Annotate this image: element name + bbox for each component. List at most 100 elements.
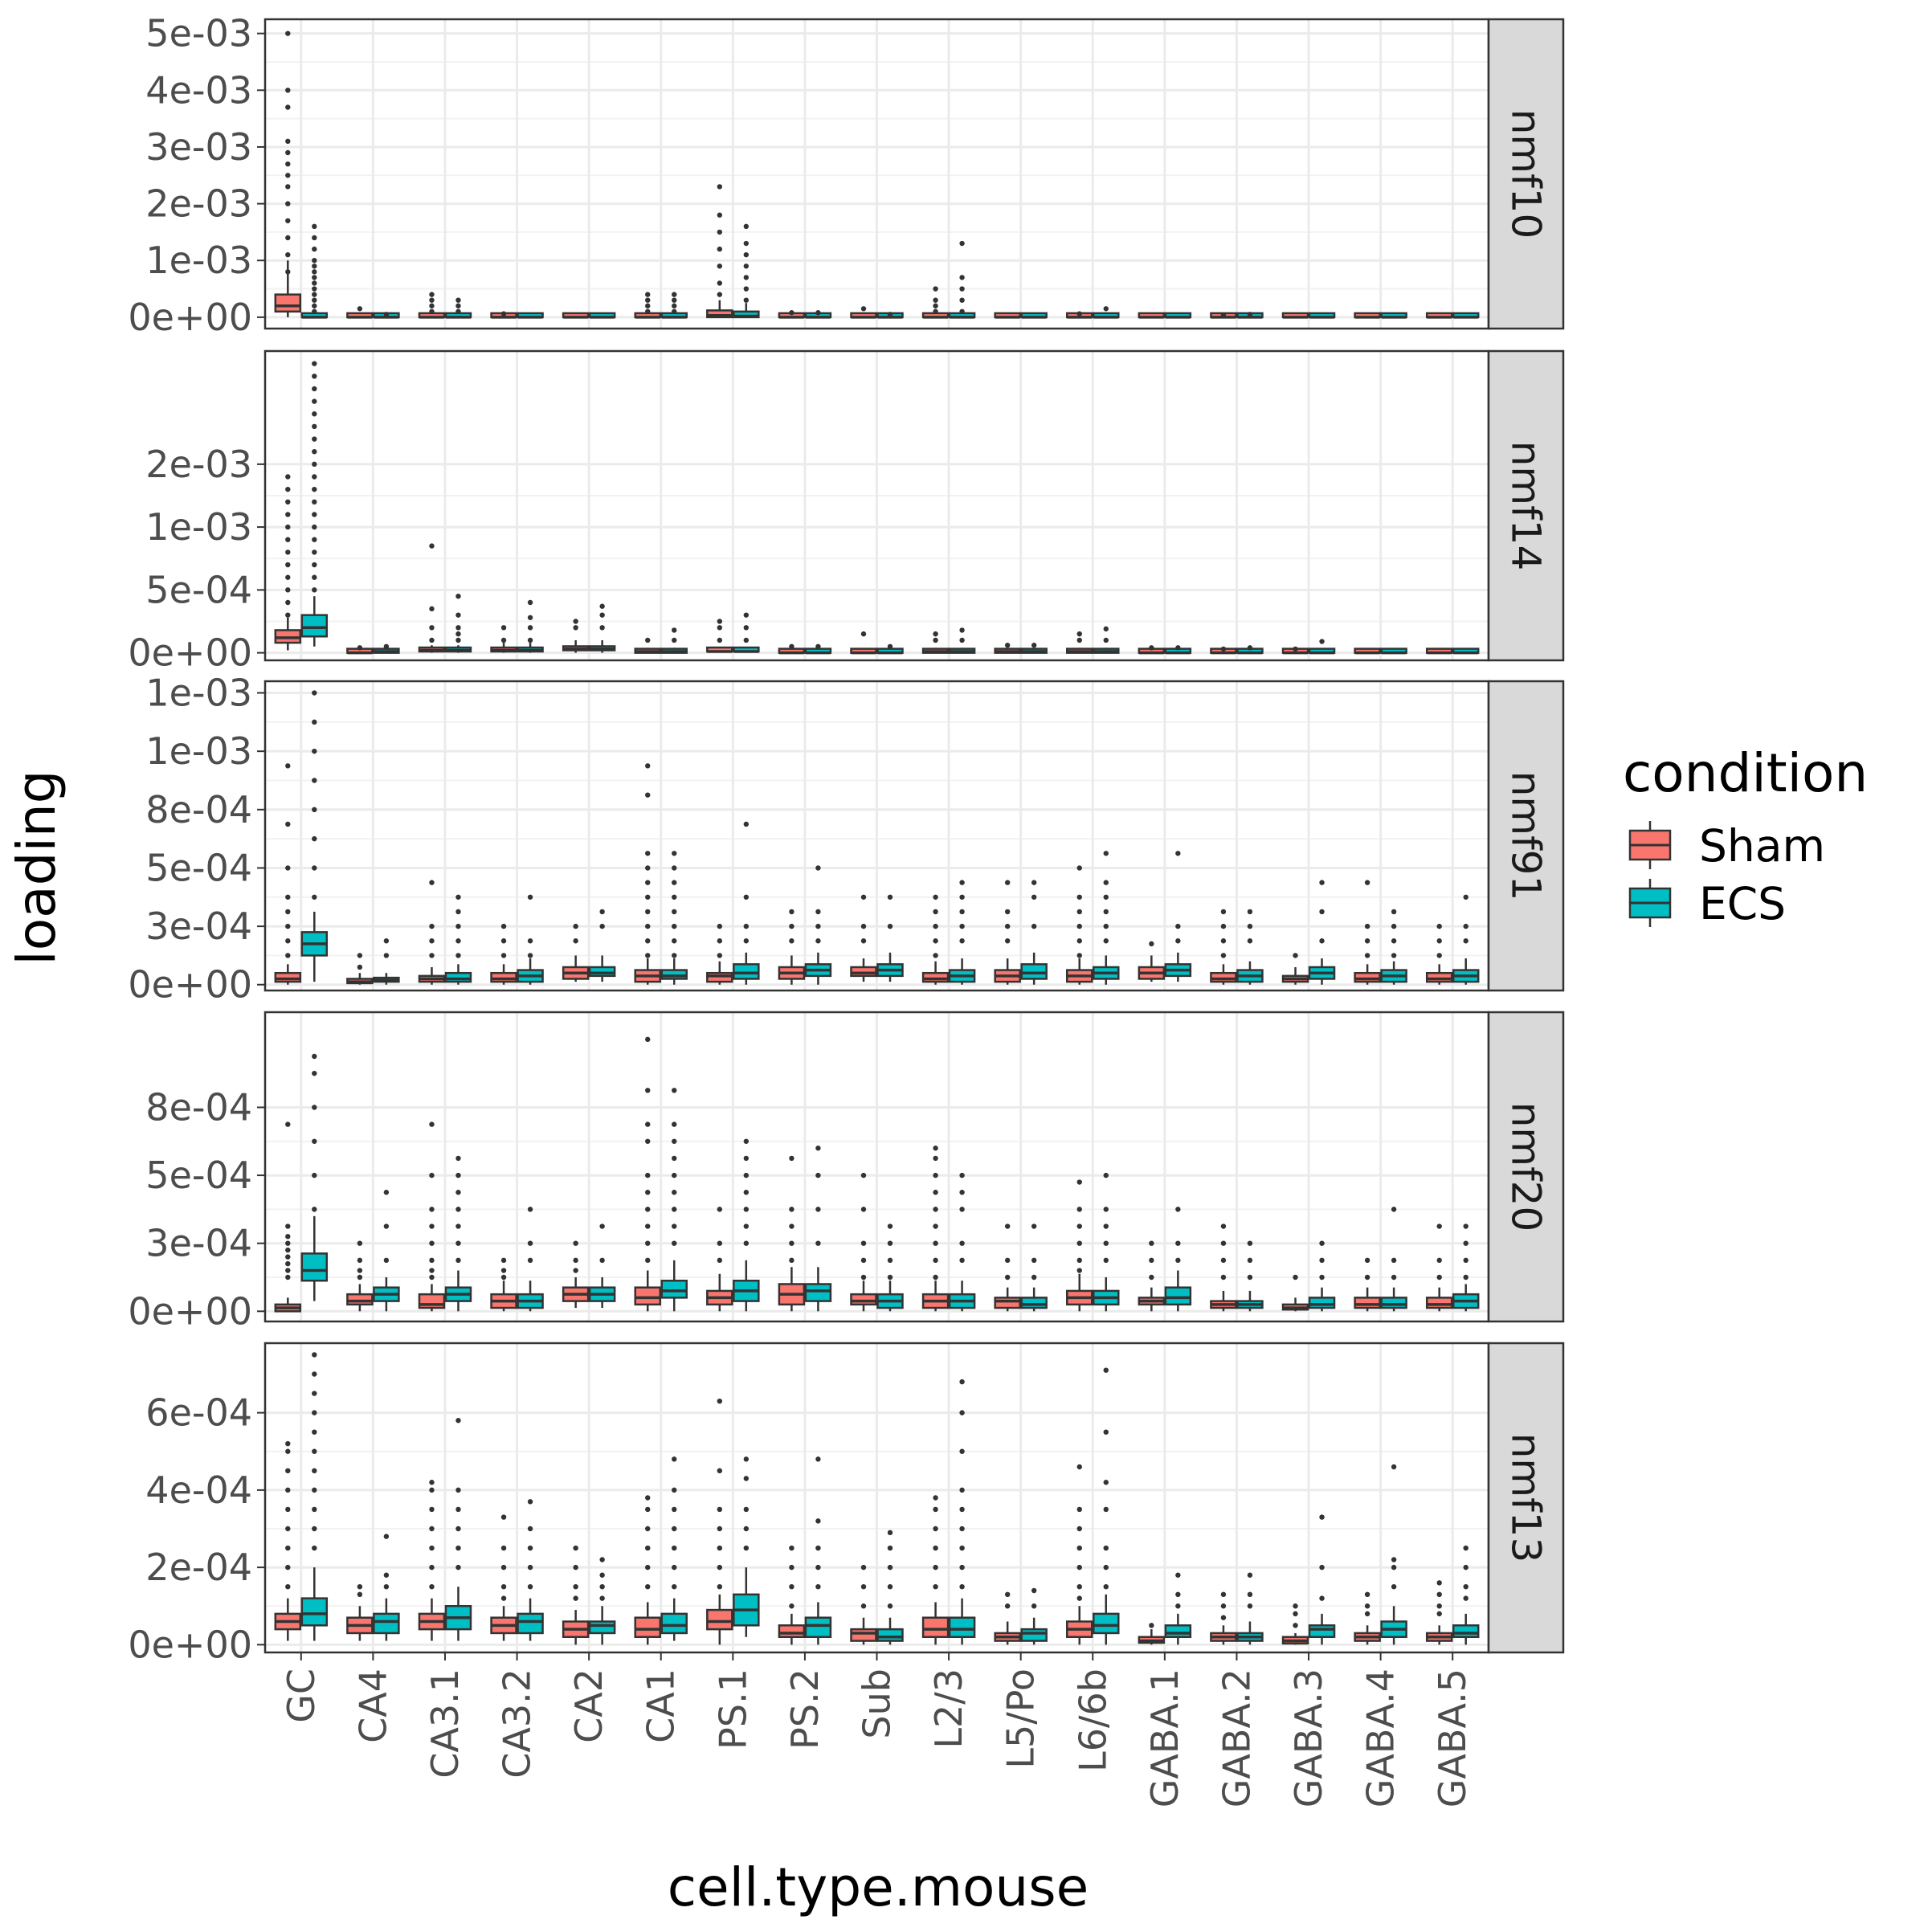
outlier-point	[599, 909, 605, 915]
outlier-point	[312, 1105, 317, 1110]
outlier-point	[959, 297, 965, 303]
outlier-point	[933, 1274, 938, 1281]
box-sham-CA1	[634, 1495, 661, 1645]
outlier-point	[383, 1583, 390, 1590]
box-ecs-GABA.2	[1236, 645, 1264, 655]
outlier-point	[672, 953, 677, 958]
box-iqr	[444, 971, 472, 983]
outlier-point	[645, 865, 651, 871]
outlier-point	[645, 1223, 651, 1229]
panel-nmf14: 0e+00 5e-04 1e-03 2e-03 nmf14	[128, 349, 1565, 675]
outlier-point	[312, 1545, 317, 1551]
outlier-point	[933, 1583, 938, 1590]
legend-entries: Sham ECS	[1628, 820, 1825, 929]
outlier-point	[1076, 1595, 1082, 1601]
box-ecs-Sub	[876, 643, 904, 655]
outlier-point	[429, 625, 435, 631]
outlier-point	[1076, 1257, 1082, 1264]
outlier-point	[1103, 626, 1109, 632]
outlier-point	[1293, 1603, 1298, 1609]
outlier-point	[1220, 909, 1227, 915]
outlier-point	[527, 1583, 533, 1590]
outlier-point	[1103, 1172, 1109, 1178]
box-sham-L5/Po	[994, 643, 1021, 654]
outlier-point	[527, 615, 533, 620]
outlier-point	[357, 1583, 363, 1590]
outlier-point	[1247, 312, 1253, 317]
outlier-point	[1463, 894, 1468, 900]
outlier-point	[429, 1526, 435, 1532]
outlier-point	[860, 1207, 867, 1212]
facet-strip	[1487, 1011, 1565, 1323]
outlier-point	[285, 104, 291, 110]
outlier-point	[887, 1564, 893, 1571]
outlier-point	[1004, 1603, 1011, 1609]
outlier-point	[933, 1207, 938, 1212]
box-iqr	[1308, 1624, 1336, 1638]
outlier-point	[599, 625, 605, 631]
outlier-point	[429, 637, 435, 643]
box-sham-GABA.3	[1281, 646, 1309, 655]
outlier-point	[887, 1603, 893, 1609]
box-sham-GABA.5	[1425, 1223, 1453, 1312]
box-ecs-PS.1	[733, 821, 760, 985]
outlier-point	[312, 308, 317, 315]
y-tick-label: 8e-04	[145, 1085, 252, 1129]
outlier-point	[1175, 851, 1181, 856]
outlier-point	[312, 275, 317, 280]
outlier-point	[383, 1572, 390, 1578]
outlier-point	[312, 1070, 317, 1076]
box-sham-CA3.2	[490, 1514, 517, 1641]
outlier-point	[815, 1583, 821, 1590]
outlier-point	[1004, 938, 1011, 944]
outlier-point	[1076, 923, 1082, 929]
box-sham-GC	[274, 31, 302, 317]
outlier-point	[455, 1487, 461, 1493]
outlier-point	[645, 1583, 651, 1590]
outlier-point	[285, 1121, 291, 1127]
outlier-point	[743, 1223, 750, 1229]
outlier-point	[599, 603, 605, 609]
outlier-point	[645, 1036, 651, 1043]
outlier-point	[429, 606, 435, 612]
box-ecs-GABA.4	[1380, 312, 1407, 319]
outlier-point	[1220, 312, 1227, 318]
box-sham-L6/6b	[1066, 631, 1093, 654]
outlier-point	[933, 1257, 938, 1264]
outlier-point	[429, 308, 435, 315]
outlier-point	[1076, 1240, 1082, 1246]
outlier-point	[1004, 1257, 1011, 1264]
outlier-point	[1149, 645, 1154, 651]
outlier-point	[1391, 1583, 1397, 1590]
outlier-point	[1031, 923, 1037, 929]
box-ecs-L6/6b	[1093, 626, 1120, 654]
facet-strip-label: nmf10	[1503, 109, 1550, 239]
outlier-point	[959, 1172, 965, 1178]
outlier-point	[959, 938, 965, 944]
outlier-point	[789, 923, 794, 929]
outlier-point	[1463, 1274, 1468, 1281]
box-iqr	[1210, 971, 1237, 983]
box-iqr	[804, 1616, 832, 1638]
outlier-point	[933, 637, 938, 643]
box-ecs-GABA.3	[1308, 1514, 1336, 1645]
box-iqr	[1164, 1286, 1192, 1306]
outlier-point	[1220, 1240, 1227, 1246]
box-iqr	[490, 971, 517, 983]
box-sham-GABA.3	[1281, 312, 1309, 319]
outlier-point	[672, 297, 677, 303]
outlier-point	[1220, 1257, 1227, 1264]
outlier-point	[312, 894, 317, 900]
outlier-point	[789, 1155, 794, 1162]
outlier-point	[672, 880, 677, 885]
outlier-point	[455, 953, 461, 958]
outlier-point	[1031, 1257, 1037, 1264]
outlier-point	[383, 1190, 390, 1195]
box-iqr	[346, 1293, 374, 1306]
outlier-point	[1436, 1223, 1442, 1229]
box-iqr	[1380, 1297, 1407, 1309]
outlier-point	[933, 308, 938, 315]
outlier-point	[1220, 1603, 1227, 1609]
box-ecs-CA3.2	[517, 1207, 544, 1312]
outlier-point	[645, 1526, 651, 1532]
